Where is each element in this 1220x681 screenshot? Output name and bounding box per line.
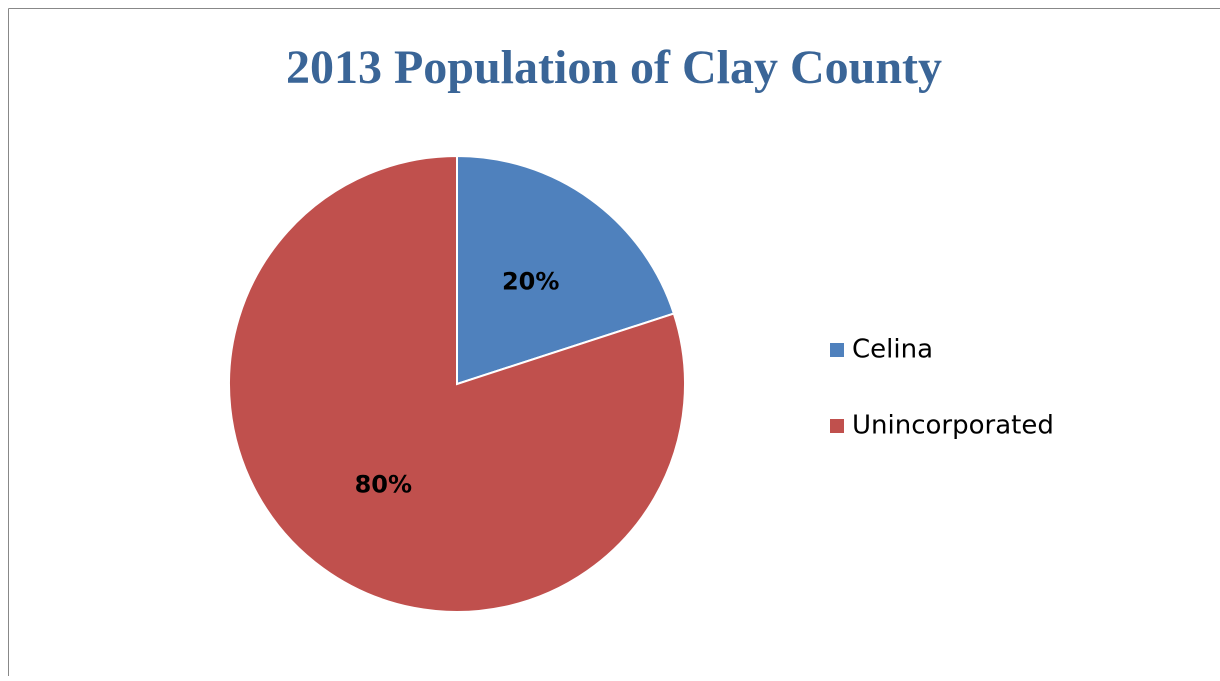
legend-text: Celina [852, 335, 933, 365]
data-label: 80% [355, 470, 412, 498]
chart-title: 2013 Population of Clay County [286, 41, 942, 94]
legend-marker [830, 419, 844, 433]
legend-text: Unincorporated [852, 411, 1054, 441]
pie-slice [456, 154, 676, 386]
pie-slice [228, 154, 686, 613]
legend-marker [830, 343, 844, 357]
data-label: 20% [502, 268, 559, 296]
